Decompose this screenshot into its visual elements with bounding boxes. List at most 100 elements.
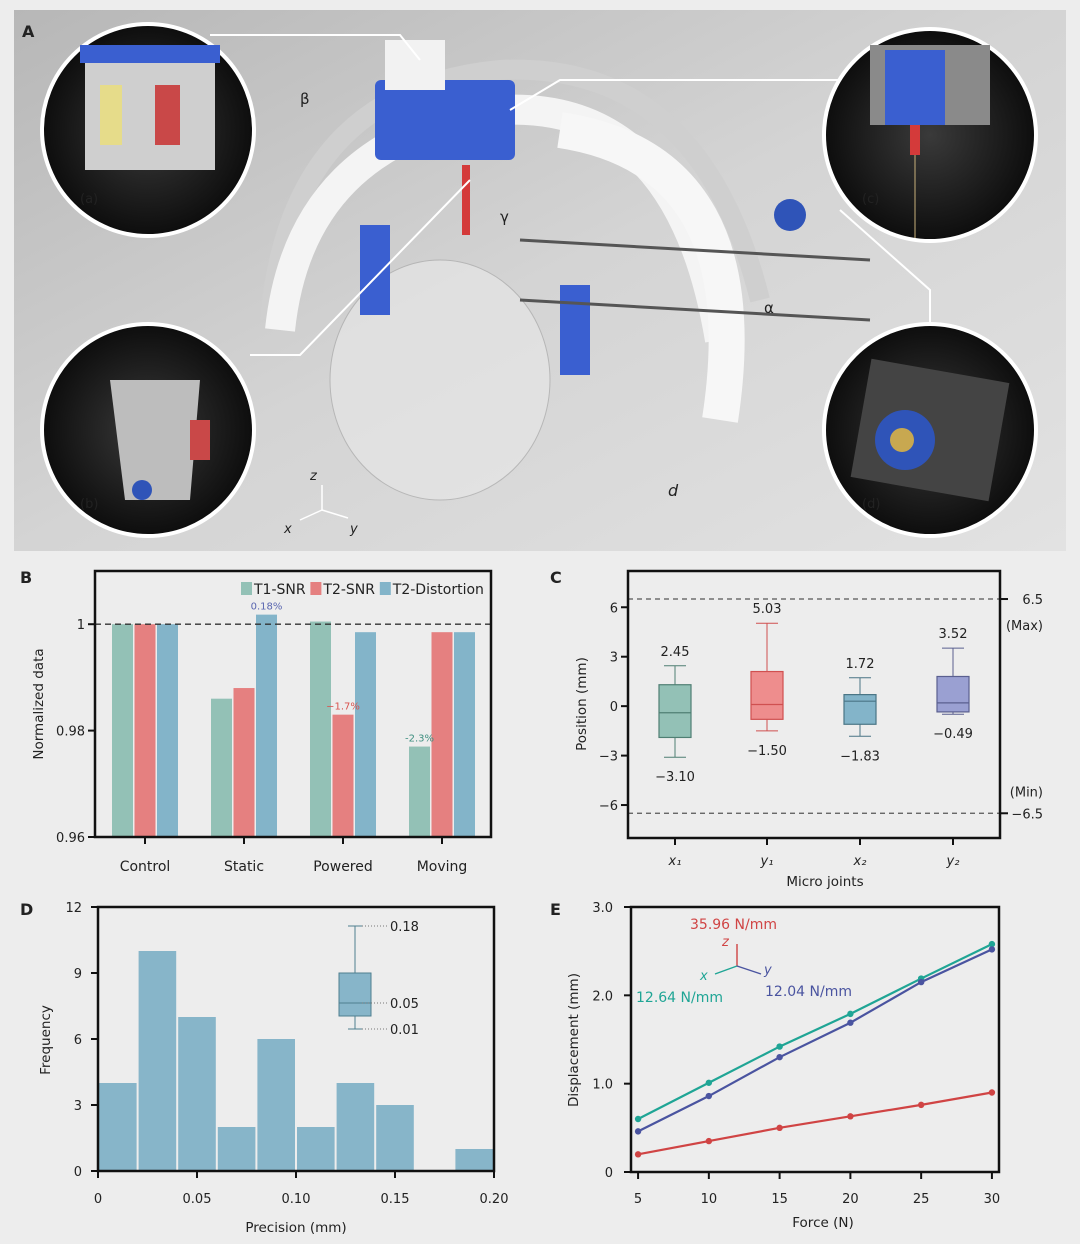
axis-z-label: z [309,469,318,484]
histogram-bar [99,1083,137,1171]
x-tick-label: x₁ [668,854,682,869]
x-tick-label: 0.20 [480,1192,509,1207]
y-tick-label: 2.0 [592,989,613,1004]
limit-note: (Max) [1006,619,1043,634]
x-tick-label: 15 [771,1192,788,1207]
point-y [634,1128,642,1135]
blue-module [375,80,515,160]
bar-t2-snr-static [233,688,255,837]
min-label: −1.83 [840,749,880,764]
x-tick-label: 30 [984,1192,1001,1207]
x-tick-label: Static [224,859,264,875]
histogram-bar [257,1039,295,1171]
y-tick-label: 3 [610,651,618,666]
legend-swatch-t1-snr [241,582,252,595]
x-axis-label: Precision (mm) [245,1220,346,1236]
inset-median-label: 0.05 [390,997,419,1012]
point-x [847,1010,854,1018]
x-tick-label: 25 [913,1192,930,1207]
line-z [637,1091,993,1156]
point-z [988,1089,996,1096]
histogram-bar [297,1127,335,1171]
y-tick-label: −6 [599,799,618,814]
callout-lines [210,34,931,356]
panel-b-label: B [20,568,32,587]
panel-d-label: D [20,900,33,919]
plot-frame [93,569,493,839]
bar-t2-snr-moving [431,632,453,837]
panel-c-label: C [550,568,562,587]
chart-e: 5 10 15 20 25 30 0 1.0 2.0 3.0 z x y 35.96 N/mm 12.64 … [566,901,1001,1231]
y-tick-label: 0.98 [56,725,85,740]
inset-max-label: 0.18 [390,920,419,935]
bar-annotation: −1.7% [326,702,360,713]
bar-t2-distortion-control [157,624,178,837]
point-y [776,1053,783,1061]
x-tick-label: Control [120,859,171,875]
y-tick-label: 9 [74,967,82,982]
alpha-label: α [764,299,774,317]
x-tick-label: 0 [94,1192,102,1207]
point-z [705,1137,713,1145]
point-x [776,1043,783,1050]
right-joint [560,285,590,375]
x-tick-label: Powered [313,859,373,875]
axis-z-label: z [721,935,730,950]
box-1 [750,670,784,720]
inset-b: (b) [40,322,256,538]
inset-min-label: 0.01 [390,1023,419,1038]
inset-b-label: (b) [80,497,98,512]
point-z [917,1101,925,1109]
y-tick-label: 6 [610,601,618,616]
stiffness-y: 12.04 N/mm [765,984,852,1000]
y-tick-label: 6 [74,1033,82,1048]
bar-t2-snr-powered [332,714,354,837]
x-tick-label: 5 [634,1192,642,1207]
inset-c: (c) [822,27,1038,243]
histogram-bar [138,951,177,1171]
max-label: 3.52 [939,627,968,642]
panel-e-label: E [550,900,561,919]
rail [519,298,871,322]
y-axis-label: Position (mm) [574,657,590,751]
bar-t1-snr-moving [409,746,430,837]
inset-c-label: (c) [862,192,879,207]
legend-label-t2-distortion: T2-Distortion [392,582,484,598]
point-y [988,946,996,953]
limit-note: (Min) [1010,785,1043,800]
axis-y-arrow [736,965,762,975]
bar-annotation: -2.3% [405,734,434,745]
gamma-label: γ [500,208,509,226]
inset-a: (a) [40,22,256,238]
point-z [847,1113,854,1120]
panel-a-label: A [22,22,35,41]
y-tick-label: 1 [77,618,85,633]
d-label: d [668,481,679,500]
bar-t1-snr-powered [310,621,331,837]
bar-t2-distortion-moving [454,632,475,837]
point-y [847,1019,854,1026]
inset-d: (d) [822,322,1038,538]
axis-y-label: y [349,522,358,537]
x-axis-label: Force (N) [792,1215,853,1231]
legend-swatch-t2-snr [310,582,322,595]
x-tick-label: Moving [417,859,468,875]
axis-x-label: x [699,969,708,984]
point-x [988,940,996,948]
line-x [637,943,993,1120]
axis-x-label: x [283,522,292,537]
histogram-bar [376,1105,414,1171]
x-tick-label: y₂ [946,854,960,869]
min-label: −1.50 [747,744,787,759]
legend-label-t1-snr: T1-SNR [253,582,306,598]
bar-t2-snr-control [134,624,156,837]
point-z [776,1124,783,1132]
point-y [705,1092,713,1100]
min-label: −0.49 [933,727,973,742]
x-tick-label: 0.15 [381,1192,410,1207]
box-0 [658,684,692,739]
inset-a-label: (a) [80,192,98,207]
plot-frame [96,905,496,1173]
panel-a: A β γ α d z x y [14,10,1066,551]
plot-frame [629,905,1001,1174]
